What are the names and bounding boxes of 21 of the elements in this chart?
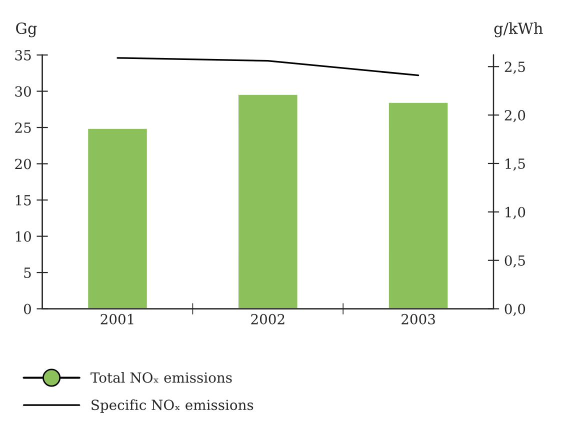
- y2-axis-title: g/kWh: [494, 22, 543, 38]
- y2-tick-label: 2,0: [504, 110, 526, 122]
- y-tick-label: 5: [24, 268, 31, 278]
- y2-tick-label: 2,5: [504, 62, 525, 74]
- y2-tick-label: 0,5: [504, 255, 525, 268]
- y-tick-label: 0: [24, 304, 31, 314]
- y-tick-label: 30: [15, 86, 31, 97]
- x-tick-label: 2002: [251, 314, 284, 324]
- y2-tick-label: 1,5: [506, 158, 525, 171]
- legend-label: Specific NOₓ emissions: [92, 399, 254, 413]
- y-tick-label: 25: [15, 122, 31, 133]
- legend-label: Total NOₓ emissions: [90, 372, 232, 383]
- y-tick-label: 15: [16, 194, 31, 206]
- y2-tick-label: 1,0: [506, 206, 526, 220]
- y2-tick-label: 0,0: [504, 304, 526, 316]
- y-axis-title: Gg: [16, 22, 37, 38]
- x-tick-label: 2003: [402, 314, 435, 324]
- y-tick-label: 35: [15, 50, 31, 60]
- y-tick-label: 10: [16, 231, 31, 242]
- x-tick-label: 2001: [100, 314, 134, 324]
- y-tick-label: 20: [15, 158, 31, 170]
